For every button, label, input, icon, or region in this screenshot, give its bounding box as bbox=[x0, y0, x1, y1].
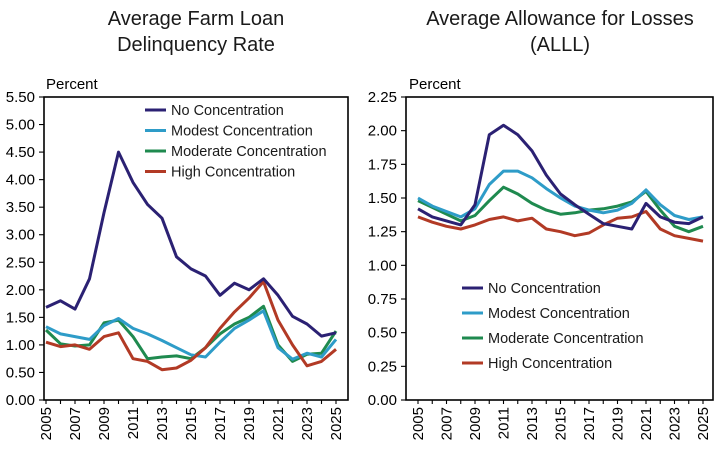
left-x-tick-label: 2005 bbox=[38, 407, 55, 440]
left-chart-title-line1: Average Farm Loan bbox=[107, 8, 285, 30]
left-x-tick-label: 2009 bbox=[96, 407, 113, 440]
right-series-line-modest-concentration bbox=[417, 169, 704, 221]
left-legend-label-modest-concentration: Modest Concentration bbox=[171, 124, 313, 140]
right-y-tick-label: 0.00 bbox=[368, 392, 397, 409]
left-x-tick-label: 2013 bbox=[154, 407, 171, 440]
left-x-tick-label: 2025 bbox=[328, 407, 345, 440]
right-chart-title-line1: Average Allowance for Losses bbox=[426, 8, 694, 30]
left-y-tick-label: 5.00 bbox=[6, 117, 35, 134]
left-x-tick-label: 2017 bbox=[212, 407, 229, 440]
left-y-tick-label: 2.00 bbox=[6, 282, 35, 299]
right-legend-label-no-concentration: No Concentration bbox=[488, 281, 601, 297]
right-chart-title-line2: (ALLL) bbox=[529, 34, 591, 56]
right-legend-label-moderate-concentration: Moderate Concentration bbox=[488, 331, 644, 347]
right-plot-box bbox=[405, 96, 714, 401]
left-series-line-modest-concentration bbox=[45, 309, 338, 361]
left-x-tick-label: 2023 bbox=[299, 407, 316, 440]
left-x-tick-label: 2015 bbox=[183, 407, 200, 440]
right-chart-title: Average Allowance for Losses (ALLL) bbox=[382, 6, 725, 58]
left-plot-box bbox=[43, 96, 349, 401]
right-y-tick-label: 0.75 bbox=[368, 291, 397, 308]
left-y-tick-label: 4.00 bbox=[6, 172, 35, 189]
left-legend-label-no-concentration: No Concentration bbox=[171, 103, 284, 119]
right-x-tick-label: 2013 bbox=[524, 407, 541, 440]
right-y-tick-label: 2.00 bbox=[368, 123, 397, 140]
left-x-tick-label: 2011 bbox=[125, 407, 142, 439]
left-legend-label-high-concentration: High Concentration bbox=[171, 165, 295, 181]
right-y-tick-label: 1.75 bbox=[368, 156, 397, 173]
left-y-tick-label: 3.50 bbox=[6, 199, 35, 216]
left-y-tick-label: 4.50 bbox=[6, 144, 35, 161]
right-y-axis-unit-label: Percent bbox=[409, 76, 461, 93]
right-series-line-no-concentration bbox=[417, 123, 704, 231]
right-x-tick-label: 2017 bbox=[581, 407, 598, 440]
left-y-tick-label: 2.50 bbox=[6, 254, 35, 271]
left-x-tick-label: 2007 bbox=[67, 407, 84, 440]
left-series-line-no-concentration bbox=[45, 150, 337, 338]
left-y-tick-label: 0.50 bbox=[6, 364, 35, 381]
right-legend-label-modest-concentration: Modest Concentration bbox=[488, 306, 630, 322]
right-y-tick-label: 0.50 bbox=[368, 325, 397, 342]
right-x-tick-label: 2023 bbox=[667, 407, 684, 440]
right-y-tick-label: 2.25 bbox=[368, 89, 397, 106]
left-x-tick-label: 2019 bbox=[241, 407, 258, 440]
left-legend-label-moderate-concentration: Moderate Concentration bbox=[171, 144, 327, 160]
right-x-tick-label: 2007 bbox=[439, 407, 456, 440]
right-y-tick-label: 1.50 bbox=[368, 190, 397, 207]
left-y-tick-label: 0.00 bbox=[6, 392, 35, 409]
right-y-tick-label: 1.00 bbox=[368, 257, 397, 274]
right-series-line-high-concentration bbox=[417, 210, 704, 243]
left-y-tick-label: 1.50 bbox=[6, 309, 35, 326]
right-x-tick-label: 2009 bbox=[467, 407, 484, 440]
left-y-tick-label: 5.50 bbox=[6, 89, 35, 106]
right-x-tick-label: 2021 bbox=[638, 407, 655, 440]
left-x-tick-label: 2021 bbox=[270, 407, 287, 440]
right-x-tick-label: 2011 bbox=[496, 407, 513, 439]
left-chart-title-line2: Delinquency Rate bbox=[117, 34, 275, 56]
right-x-tick-label: 2005 bbox=[410, 407, 427, 440]
left-y-tick-label: 1.00 bbox=[6, 337, 35, 354]
right-y-tick-label: 0.25 bbox=[368, 358, 397, 375]
left-y-axis-unit-label: Percent bbox=[46, 76, 98, 93]
right-x-tick-label: 2015 bbox=[553, 407, 570, 440]
right-x-tick-label: 2019 bbox=[610, 407, 627, 440]
right-x-tick-label: 2025 bbox=[695, 407, 712, 440]
left-chart-title: Average Farm Loan Delinquency Rate bbox=[18, 6, 374, 58]
right-y-tick-label: 1.25 bbox=[368, 224, 397, 241]
right-legend-label-high-concentration: High Concentration bbox=[488, 356, 612, 372]
left-y-tick-label: 3.00 bbox=[6, 227, 35, 244]
left-series-line-high-concentration bbox=[45, 280, 337, 372]
